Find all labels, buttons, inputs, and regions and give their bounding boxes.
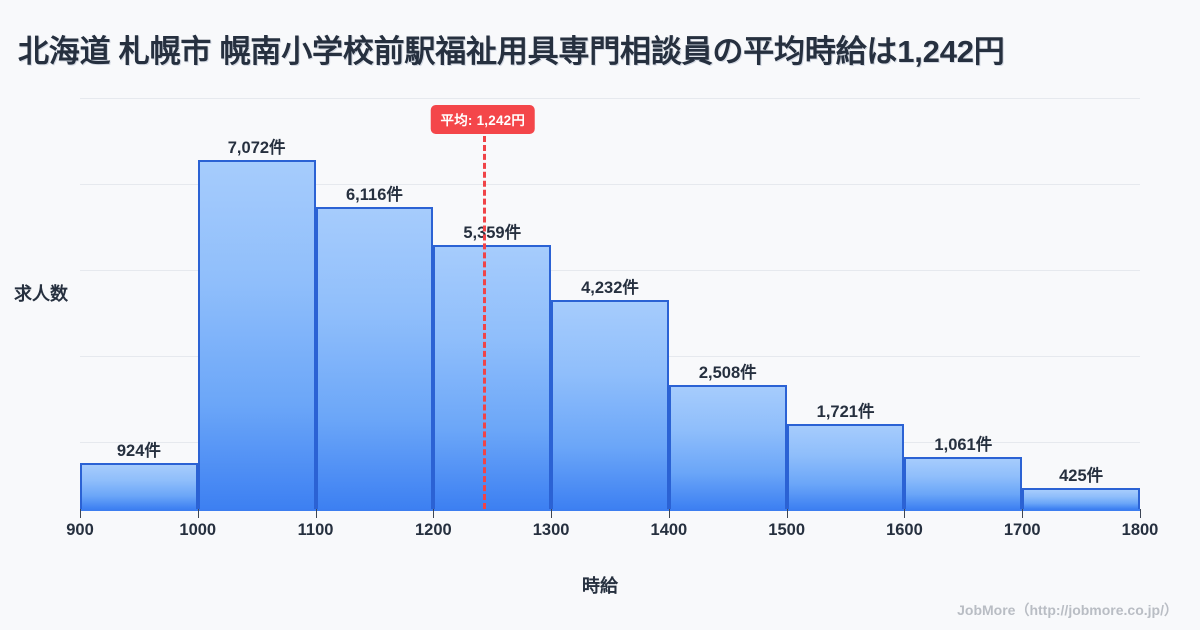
histogram-bar [904, 456, 1023, 509]
bar-value-label: 7,072件 [227, 139, 286, 158]
gridline [80, 98, 1140, 99]
x-tick-mark [315, 509, 317, 518]
bar-value-label: 5,359件 [463, 223, 522, 242]
gridline [80, 270, 1140, 271]
average-badge: 平均: 1,242円 [430, 105, 536, 134]
x-tick-mark [1140, 509, 1141, 518]
x-axis-line [80, 509, 1141, 511]
bar-value-label: 2,508件 [698, 364, 757, 383]
x-tick-label: 1100 [297, 521, 334, 539]
x-tick-label: 1700 [1003, 521, 1041, 539]
histogram-bar [551, 300, 669, 509]
page-title: 北海道 札幌市 幌南小学校前駅福祉用具専門相談員の平均時給は1,242円 [18, 34, 1005, 69]
x-tick-mark [197, 509, 199, 518]
bar-value-label: 1,061件 [934, 435, 993, 454]
x-tick-mark [551, 509, 553, 518]
histogram-bar [80, 463, 198, 509]
bar-value-label: 4,232件 [581, 279, 639, 298]
x-tick-label: 1600 [886, 521, 923, 539]
x-tick-label: 900 [66, 521, 94, 539]
average-line [482, 136, 486, 509]
bar-value-label: 924件 [116, 442, 161, 461]
x-tick-mark [80, 509, 81, 518]
histogram-bar [786, 424, 905, 509]
x-tick-label: 1800 [1121, 521, 1159, 539]
x-tick-mark [786, 509, 788, 518]
y-axis-title: 求人数 [14, 284, 68, 304]
x-tick-label: 1000 [179, 521, 217, 539]
x-tick-mark [904, 509, 906, 518]
gridline [80, 184, 1140, 185]
x-tick-label: 1500 [768, 521, 806, 539]
x-tick-label: 1400 [650, 521, 688, 539]
x-axis-title: 時給 [582, 576, 618, 596]
x-tick-mark [668, 509, 670, 518]
histogram-bar [433, 244, 552, 509]
x-tick-mark [433, 509, 435, 518]
histogram-bar [197, 160, 316, 509]
footer-credit: JobMore（http://jobmore.co.jp/） [957, 602, 1178, 618]
histogram-bar [1022, 488, 1140, 509]
bar-value-label: 425件 [1059, 467, 1104, 486]
histogram-bar [315, 207, 434, 509]
x-tick-label: 1200 [414, 521, 452, 539]
x-tick-label: 1300 [532, 521, 570, 539]
x-tick-mark [1022, 509, 1024, 518]
histogram-bar [668, 385, 787, 509]
bar-value-label: 6,116件 [345, 186, 403, 205]
bar-value-label: 1,721件 [816, 403, 875, 422]
